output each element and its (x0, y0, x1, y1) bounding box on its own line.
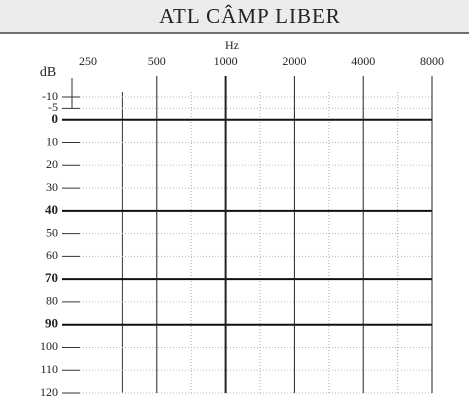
y-tick-label: 30 (46, 180, 58, 194)
x-tick-label: 2000 (282, 54, 306, 68)
chart-title: ATL CÂMP LIBER (159, 4, 341, 28)
x-tick-label: 8000 (420, 54, 444, 68)
y-tick-label: 120 (40, 385, 58, 399)
y-tick-label: 110 (40, 362, 58, 376)
y-tick-label: 70 (45, 270, 58, 285)
x-tick-label: 250 (79, 54, 97, 68)
y-tick-label: 50 (46, 225, 58, 239)
y-tick-label: 80 (46, 294, 58, 308)
y-tick-label: 20 (46, 157, 58, 171)
y-tick-label: 100 (40, 339, 58, 353)
y-tick-label: 60 (46, 248, 58, 262)
x-tick-label: 1000 (214, 54, 238, 68)
y-tick-label: 40 (45, 202, 58, 217)
x-tick-label: 500 (148, 54, 166, 68)
y-tick-label: -10 (42, 89, 58, 103)
title-band (0, 0, 469, 33)
y-tick-label: 90 (45, 316, 58, 331)
x-axis-label: Hz (225, 38, 239, 52)
y-tick-label: 10 (46, 134, 58, 148)
y-tick-label: 0 (52, 111, 59, 126)
y-tick-label: -5 (48, 100, 58, 114)
y-axis-label: dB (40, 65, 56, 80)
x-tick-label: 4000 (351, 54, 375, 68)
